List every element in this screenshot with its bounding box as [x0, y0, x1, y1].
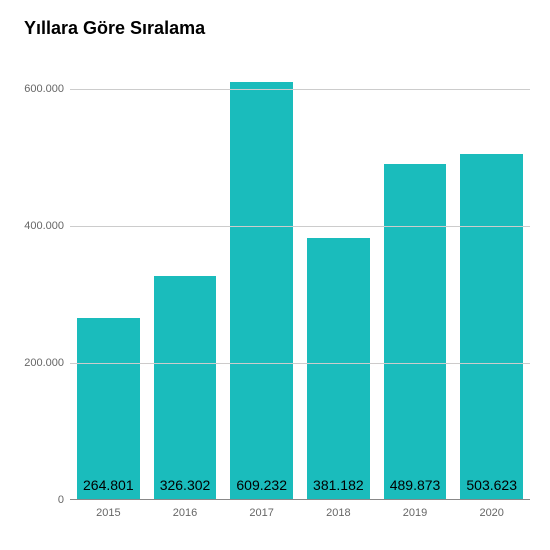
bar-value-label: 381.182	[313, 477, 364, 493]
bars-container: 264.8012015326.3022016609.2322017381.182…	[70, 55, 530, 499]
bar-slot: 503.6232020	[453, 55, 530, 499]
bar-slot: 381.1822018	[300, 55, 377, 499]
x-tick-label: 2019	[403, 507, 427, 519]
plot-area: 264.8012015326.3022016609.2322017381.182…	[70, 55, 530, 500]
bar: 381.182	[307, 238, 370, 499]
bar-value-label: 489.873	[390, 477, 441, 493]
y-tick-label: 600.000	[24, 83, 64, 95]
bar: 264.801	[77, 318, 140, 499]
bar: 609.232	[230, 82, 293, 499]
gridline	[70, 89, 530, 90]
bar: 503.623	[460, 154, 523, 499]
x-tick-label: 2015	[96, 507, 120, 519]
y-tick-label: 400.000	[24, 220, 64, 232]
gridline	[70, 363, 530, 364]
x-tick-label: 2016	[173, 507, 197, 519]
y-tick-label: 0	[58, 494, 64, 506]
bar-value-label: 264.801	[83, 477, 134, 493]
bar-slot: 326.3022016	[147, 55, 224, 499]
bar-value-label: 326.302	[160, 477, 211, 493]
bar: 326.302	[154, 276, 217, 499]
y-tick-label: 200.000	[24, 357, 64, 369]
bar-slot: 264.8012015	[70, 55, 147, 499]
bar-value-label: 609.232	[236, 477, 287, 493]
gridline	[70, 226, 530, 227]
bar-slot: 609.2322017	[223, 55, 300, 499]
bar-value-label: 503.623	[466, 477, 517, 493]
bar-slot: 489.8732019	[377, 55, 454, 499]
x-tick-label: 2020	[479, 507, 503, 519]
x-tick-label: 2017	[249, 507, 273, 519]
x-tick-label: 2018	[326, 507, 350, 519]
bar: 489.873	[384, 164, 447, 499]
chart-title: Yıllara Göre Sıralama	[24, 18, 205, 39]
